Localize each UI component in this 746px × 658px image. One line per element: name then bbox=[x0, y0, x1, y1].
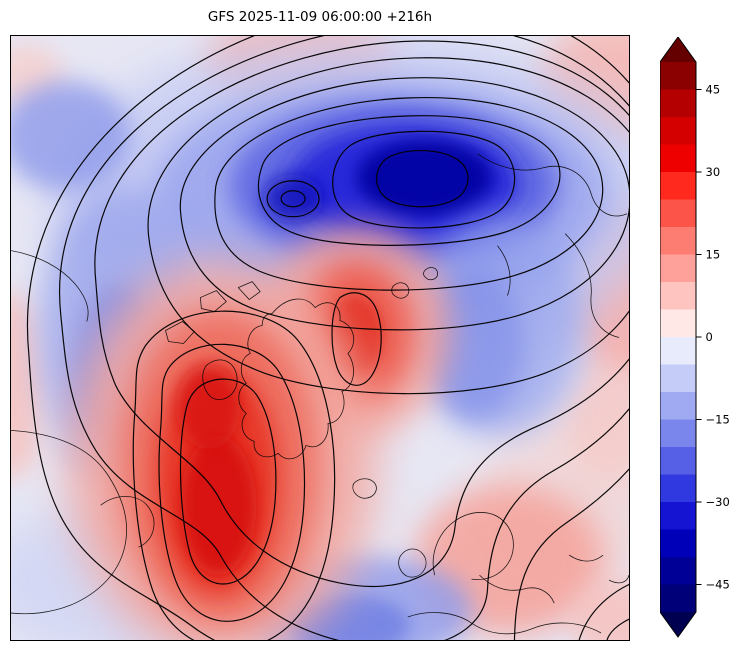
colorbar-extend-under bbox=[660, 612, 696, 637]
colorbar-extend-over bbox=[660, 37, 696, 62]
colorbar-tick-label: 15 bbox=[706, 248, 721, 262]
colorbar-tick-label: 45 bbox=[706, 83, 721, 97]
map-panel bbox=[10, 35, 630, 641]
anomaly-field bbox=[11, 36, 629, 640]
colorbar: 45 30 15 0 −15 −30 −45 bbox=[660, 37, 746, 641]
colorbar-tick-label: −45 bbox=[706, 578, 730, 592]
chart-title: GFS 2025-11-09 06:00:00 +216h bbox=[10, 9, 630, 25]
colorbar-tick-label: −15 bbox=[706, 413, 730, 427]
colorbar-tick-label: −30 bbox=[706, 495, 730, 509]
colorbar-tick-label: 0 bbox=[706, 330, 713, 344]
colorbar-tick-label: 30 bbox=[706, 165, 721, 179]
colorbar-canvas: 45 30 15 0 −15 −30 −45 bbox=[660, 37, 746, 641]
map-canvas bbox=[11, 36, 629, 640]
colorbar-bar bbox=[660, 62, 696, 612]
